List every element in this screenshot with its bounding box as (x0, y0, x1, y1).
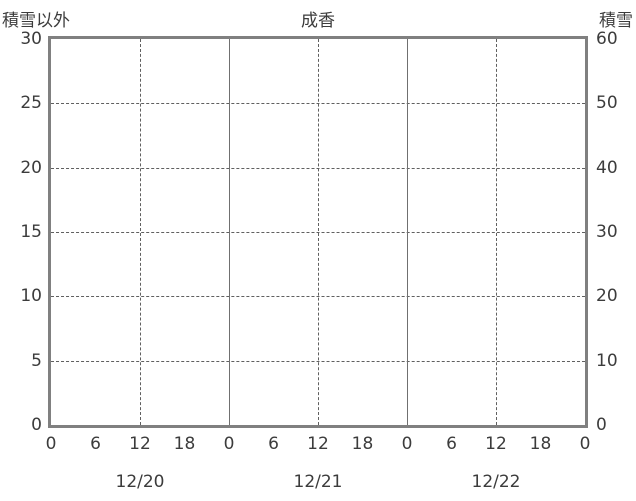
x-axis-day-label: 12/21 (293, 472, 343, 492)
y-axis-left-tick-label: 15 (20, 222, 42, 242)
x-axis-tick-label: 0 (401, 434, 413, 454)
x-axis-tick-label: 6 (90, 434, 101, 454)
y-axis-right-tick-label: 50 (596, 93, 618, 114)
x-axis-tick-label: 0 (579, 434, 591, 454)
x-axis-tick-label: 0 (45, 434, 57, 454)
x-axis-tick-label: 0 (223, 434, 235, 454)
x-axis-tick-label: 6 (446, 434, 457, 454)
y-axis-left-tick-label: 10 (20, 286, 42, 307)
x-axis-tick-label: 18 (173, 434, 196, 454)
y-axis-right-tick-label: 40 (596, 157, 618, 178)
x-axis-day-label: 12/22 (471, 472, 521, 492)
x-axis-day-label: 12/20 (115, 472, 165, 492)
chart-title: 成香 (301, 11, 335, 31)
x-axis-tick-label: 12 (307, 434, 329, 454)
x-axis-tick-label: 12 (485, 434, 507, 454)
gridline-vertical-dashed (140, 39, 141, 425)
left-axis-label: 積雪以外 (2, 11, 70, 31)
x-axis-tick-label: 18 (529, 434, 552, 454)
x-axis-tick-label: 18 (351, 434, 374, 454)
gridline-vertical-solid (407, 39, 408, 425)
gridline-vertical-dashed (318, 39, 319, 425)
x-axis-tick-label: 6 (268, 434, 279, 454)
y-axis-right-tick-label: 20 (596, 286, 618, 307)
gridline-vertical-dashed (496, 39, 497, 425)
y-axis-left-tick-label: 30 (20, 29, 42, 49)
y-axis-right-tick-label: 0 (596, 415, 607, 435)
y-axis-left-tick-label: 0 (31, 415, 42, 435)
y-axis-left-tick-label: 5 (31, 350, 42, 371)
plot-area (48, 36, 588, 428)
plot-gridlines (51, 39, 585, 425)
gridline-vertical-solid (229, 39, 230, 425)
y-axis-right-tick-label: 30 (596, 222, 618, 242)
y-axis-right-tick-label: 10 (596, 350, 618, 371)
x-axis-tick-label: 12 (129, 434, 151, 454)
y-axis-left-tick-label: 25 (20, 93, 42, 114)
y-axis-right-tick-label: 60 (596, 29, 618, 49)
right-axis-label: 積雪 (599, 11, 633, 31)
y-axis-left-tick-label: 20 (20, 157, 42, 178)
